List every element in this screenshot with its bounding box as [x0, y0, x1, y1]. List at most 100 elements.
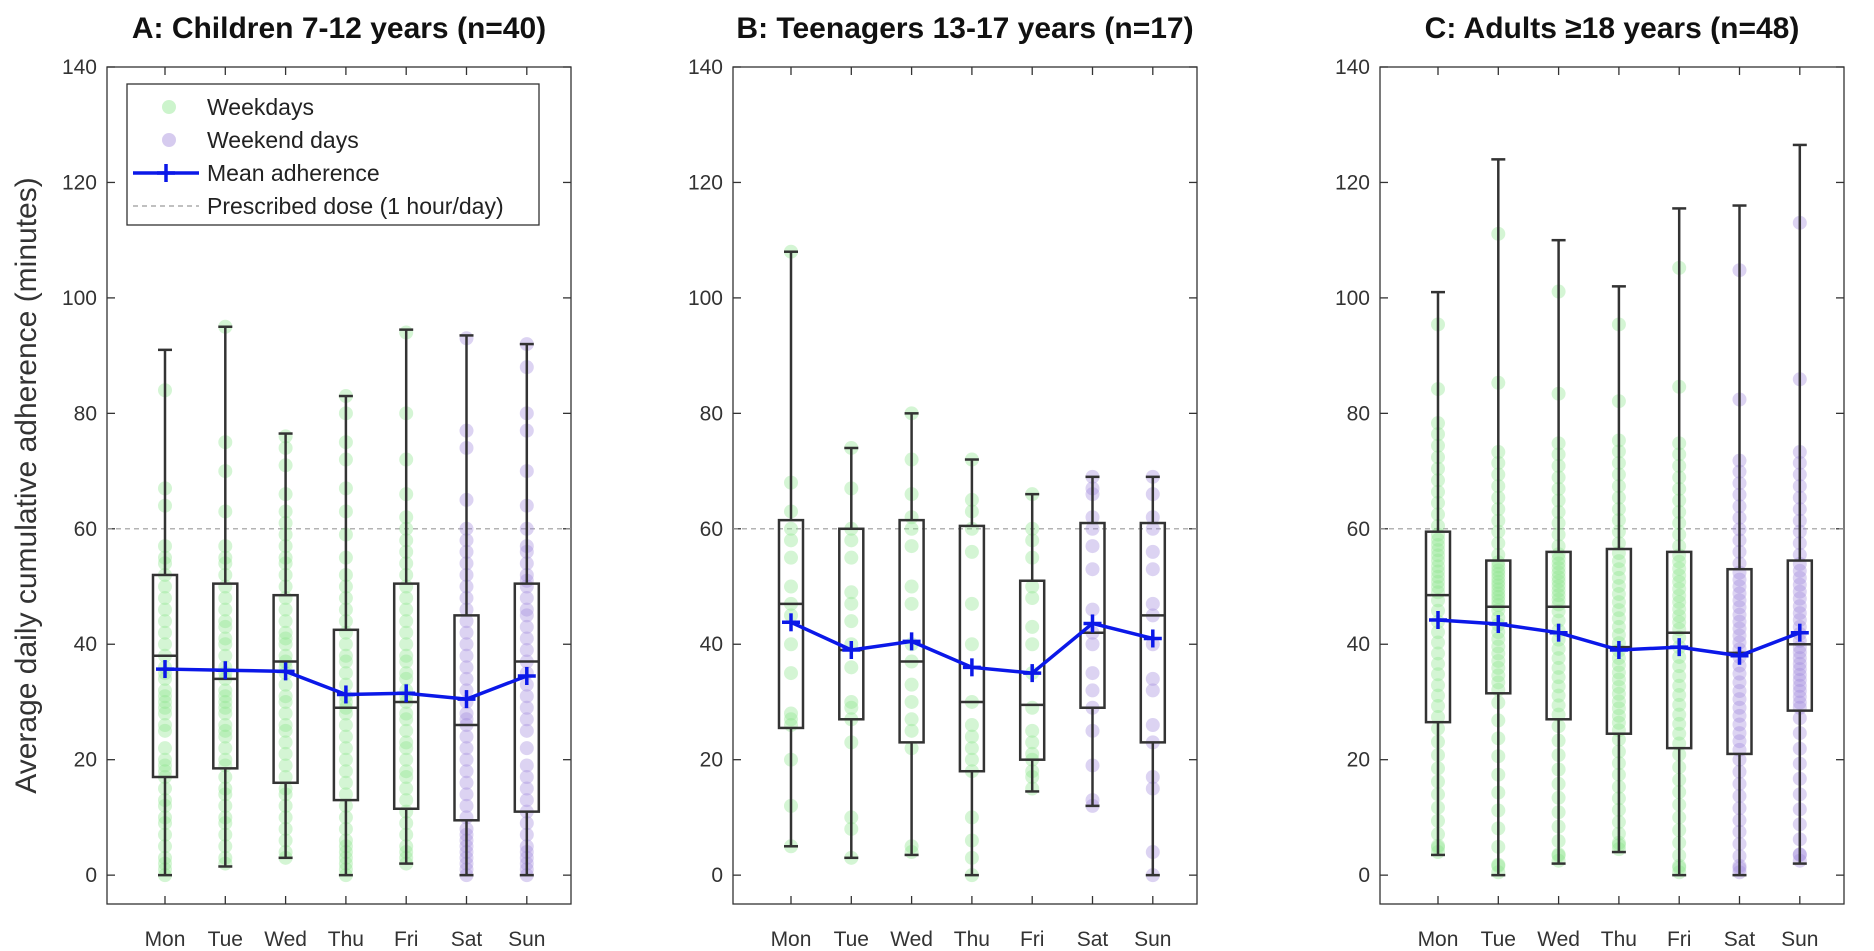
x-tick-label: Mon	[1418, 928, 1459, 951]
weekday-point	[1551, 670, 1566, 685]
weekday-point	[784, 706, 798, 721]
y-tick-label: 40	[700, 633, 723, 656]
weekday-point	[278, 625, 293, 640]
iqr-box	[332, 628, 360, 802]
weekday-point	[1431, 593, 1445, 608]
weekday-point	[218, 706, 233, 721]
weekend-point	[459, 729, 474, 744]
weekend-point	[1145, 544, 1160, 559]
weekday-point	[1611, 628, 1626, 643]
y-tick-label: 60	[700, 518, 723, 541]
box-mon	[151, 348, 179, 877]
weekday-point	[338, 775, 353, 790]
weekend-point	[1732, 717, 1747, 732]
weekday-point	[844, 694, 859, 709]
weekday-point	[399, 706, 414, 721]
y-tick-label: 140	[688, 56, 723, 79]
panel-b: 0 20 40 60 80 100 120 140 Mon Tue Wed Thu Fri Sat Sun B…	[688, 12, 1198, 951]
weekday-point	[904, 539, 919, 554]
weekend-point	[1732, 600, 1747, 615]
weekend-point	[1792, 612, 1807, 627]
weekend-point	[1792, 656, 1807, 671]
weekday-point	[218, 689, 233, 704]
weekday-point	[278, 718, 293, 733]
y-tick-label: 20	[74, 749, 97, 772]
weekday-point	[1491, 632, 1506, 647]
weekday-point	[218, 694, 233, 709]
x-tick-label: Thu	[954, 928, 990, 951]
weekend-point	[459, 787, 474, 802]
x-tick-label: Sat	[1077, 928, 1109, 951]
box-wed	[272, 432, 299, 860]
weekend-point	[1145, 562, 1160, 577]
weekend-point	[519, 712, 534, 727]
weekday-point	[904, 694, 919, 709]
weekend-point	[1145, 718, 1160, 733]
weekday-point	[399, 770, 414, 785]
box-sat	[1079, 475, 1106, 808]
weekday-point	[1551, 561, 1566, 576]
weekday-point	[158, 764, 172, 779]
y-tick-label: 60	[74, 518, 97, 541]
weekday-point	[278, 746, 293, 761]
iqr-box	[272, 593, 299, 785]
weekday-point	[1611, 578, 1626, 593]
weekend-point	[519, 781, 534, 796]
weekend-point	[1792, 667, 1807, 682]
weekday-point	[1611, 619, 1626, 634]
weekday-point	[964, 544, 979, 559]
weekday-point	[278, 694, 293, 709]
weekday-point	[1491, 668, 1506, 683]
plot-frame	[1379, 66, 1845, 905]
y-tick-label: 80	[1347, 402, 1370, 425]
weekend-point	[1792, 651, 1807, 666]
legend-entry: Weekdays	[207, 94, 314, 120]
weekend-point	[1085, 562, 1100, 577]
weekend-point	[519, 758, 534, 773]
weekday-point	[1611, 611, 1626, 626]
weekday-point	[784, 550, 798, 565]
weekday-point	[844, 700, 859, 715]
weekend-point	[1732, 635, 1747, 650]
y-tick-label: 100	[62, 287, 97, 310]
weekend-point	[1792, 577, 1807, 592]
weekday-point	[1431, 559, 1445, 574]
weekend-point	[1792, 606, 1807, 621]
weekday-point	[218, 591, 233, 606]
panel-title: A: Children 7-12 years (n=40)	[132, 12, 546, 45]
weekday-point	[1431, 625, 1445, 640]
weekday-point	[218, 729, 233, 744]
weekend-point	[519, 793, 534, 808]
weekday-point	[1025, 619, 1040, 634]
weekend-point	[459, 798, 474, 813]
x-tick-label: Wed	[890, 928, 933, 951]
weekday-point	[338, 787, 353, 802]
weekday-point	[399, 712, 414, 727]
weekday-point	[844, 596, 859, 611]
weekday-point	[1551, 679, 1566, 694]
weekday-point	[844, 660, 859, 675]
weekday-point	[158, 718, 172, 733]
weekday-point	[1672, 581, 1687, 596]
weekend-point	[459, 706, 474, 721]
weekday-point	[218, 700, 233, 715]
weekday-point	[1491, 593, 1506, 608]
weekend-point	[1732, 607, 1747, 622]
x-tick-label: Sat	[1724, 928, 1756, 951]
weekday-point	[1551, 565, 1566, 580]
weekday-point	[1431, 688, 1445, 703]
y-tick-label: 120	[688, 171, 723, 194]
weekend-point	[1792, 584, 1807, 599]
weekday-point	[1431, 580, 1445, 595]
weekday-point	[904, 579, 919, 594]
weekday-point	[784, 533, 798, 548]
weekday-point	[964, 729, 979, 744]
weekday-point	[1491, 660, 1506, 675]
weekday-point	[1672, 602, 1687, 617]
weekday-point	[338, 741, 353, 756]
weekend-point	[1145, 521, 1160, 536]
weekend-point	[459, 625, 474, 640]
weekday-point	[278, 614, 293, 629]
weekday-point	[1611, 587, 1626, 602]
weekday-point	[784, 712, 798, 727]
